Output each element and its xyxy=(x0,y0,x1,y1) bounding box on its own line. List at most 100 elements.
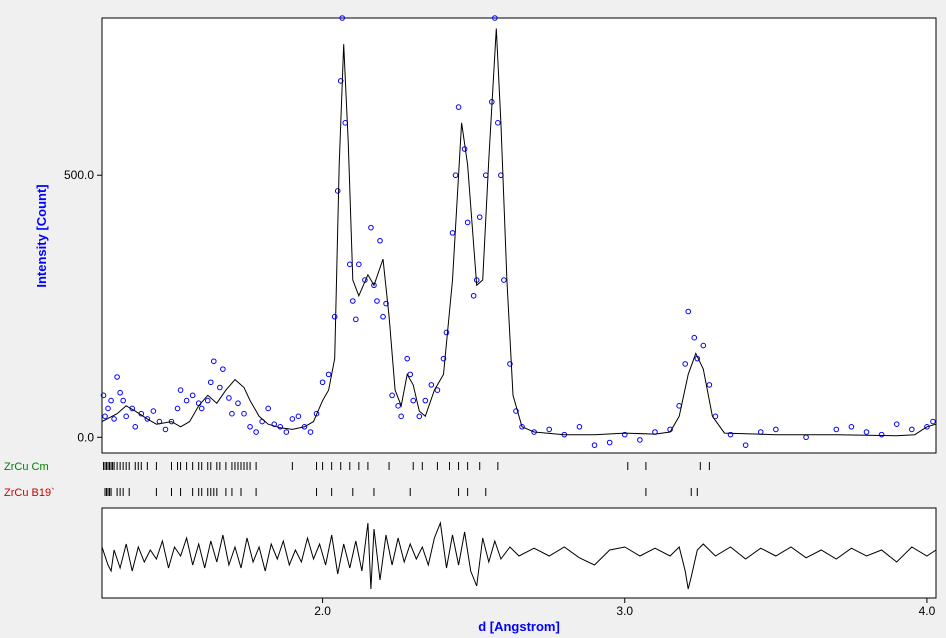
difference-frame xyxy=(101,507,937,599)
observed-point xyxy=(337,78,344,84)
observed-point xyxy=(492,15,498,21)
observed-point xyxy=(519,423,525,430)
observed-point xyxy=(389,392,395,399)
observed-point xyxy=(132,423,139,430)
observed-point xyxy=(576,423,583,430)
observed-point xyxy=(404,355,410,362)
observed-point xyxy=(455,104,462,110)
x-axis-title: d [Angstrom] xyxy=(478,619,560,634)
observed-point xyxy=(247,423,253,430)
observed-point xyxy=(183,397,190,404)
observed-point xyxy=(207,379,214,386)
observed-point xyxy=(930,418,936,425)
x-tick-label: 3.0 xyxy=(616,604,633,618)
observed-point xyxy=(339,15,346,21)
observed-point xyxy=(422,397,429,404)
observed-point xyxy=(833,426,840,433)
observed-point xyxy=(174,405,181,412)
x-tick-label: 2.0 xyxy=(314,604,331,618)
observed-point xyxy=(434,387,441,393)
observed-point xyxy=(217,384,223,391)
observed-point xyxy=(198,405,205,412)
observed-point xyxy=(773,426,779,433)
phase-label: ZrCu B19` xyxy=(4,487,55,499)
observed-point xyxy=(353,316,359,323)
difference-curve xyxy=(101,521,937,590)
observed-points xyxy=(100,15,936,448)
observed-point xyxy=(313,410,320,417)
observed-point xyxy=(878,431,885,438)
observed-point xyxy=(428,382,435,388)
observed-point xyxy=(189,392,196,399)
observed-point xyxy=(440,355,447,362)
observed-point xyxy=(606,439,613,446)
observed-point xyxy=(144,416,151,422)
y-axis-title: Intensity [Count] xyxy=(34,184,49,287)
observed-point xyxy=(350,298,356,304)
observed-point xyxy=(383,300,389,307)
observed-point xyxy=(410,397,417,404)
observed-point xyxy=(319,379,326,386)
observed-point xyxy=(546,426,553,433)
observed-point xyxy=(848,423,855,430)
observed-point xyxy=(368,224,374,231)
observed-point xyxy=(100,392,107,399)
observed-point xyxy=(334,188,341,194)
observed-point xyxy=(204,397,211,404)
observed-point xyxy=(621,431,628,438)
x-tick-label: 4.0 xyxy=(919,604,936,618)
observed-point xyxy=(265,405,271,412)
observed-point xyxy=(637,437,643,443)
observed-point xyxy=(893,421,900,427)
observed-point xyxy=(114,374,120,380)
y-tick-label: 500.0 xyxy=(64,168,94,182)
observed-point xyxy=(924,423,930,430)
observed-point xyxy=(295,413,302,420)
observed-point xyxy=(501,277,507,283)
observed-point xyxy=(591,442,598,448)
observed-point xyxy=(356,261,362,268)
observed-point xyxy=(863,429,870,435)
phase-label: ZrCu Cm xyxy=(4,461,49,473)
observed-point xyxy=(123,413,129,420)
observed-point xyxy=(371,282,377,289)
observed-point xyxy=(108,397,114,404)
observed-point xyxy=(211,358,217,365)
observed-point xyxy=(513,408,519,414)
observed-point xyxy=(452,172,459,179)
observed-point xyxy=(443,329,450,336)
observed-point xyxy=(102,413,108,420)
observed-point xyxy=(331,313,338,320)
observed-point xyxy=(476,214,483,220)
observed-point xyxy=(700,342,707,349)
x-axis: 2.0 3.0 4.0 xyxy=(314,598,936,618)
observed-point xyxy=(909,426,915,433)
observed-point xyxy=(105,405,111,412)
observed-point xyxy=(177,387,184,393)
observed-point xyxy=(380,313,386,320)
observed-point xyxy=(395,403,401,409)
observed-point xyxy=(377,237,383,244)
observed-point xyxy=(117,389,123,396)
observed-point xyxy=(289,416,296,422)
observed-point xyxy=(283,429,290,435)
observed-point xyxy=(374,298,380,304)
y-tick-label: 0.0 xyxy=(77,430,94,444)
observed-point xyxy=(253,429,259,435)
observed-point xyxy=(470,292,477,299)
observed-point xyxy=(241,410,247,417)
observed-point xyxy=(398,413,404,420)
observed-point xyxy=(229,410,235,417)
observed-point xyxy=(727,431,734,438)
phase-tick-rows: ZrCu Cm ZrCu B19` xyxy=(4,461,710,499)
observed-point xyxy=(495,120,501,126)
observed-point xyxy=(235,400,241,407)
observed-point xyxy=(706,382,713,388)
observed-point xyxy=(742,442,749,448)
calculated-curve xyxy=(101,28,937,437)
observed-point xyxy=(150,408,157,414)
observed-point xyxy=(691,334,698,341)
observed-point xyxy=(111,416,117,422)
y-axis: 0.0 500.0 xyxy=(64,168,102,444)
